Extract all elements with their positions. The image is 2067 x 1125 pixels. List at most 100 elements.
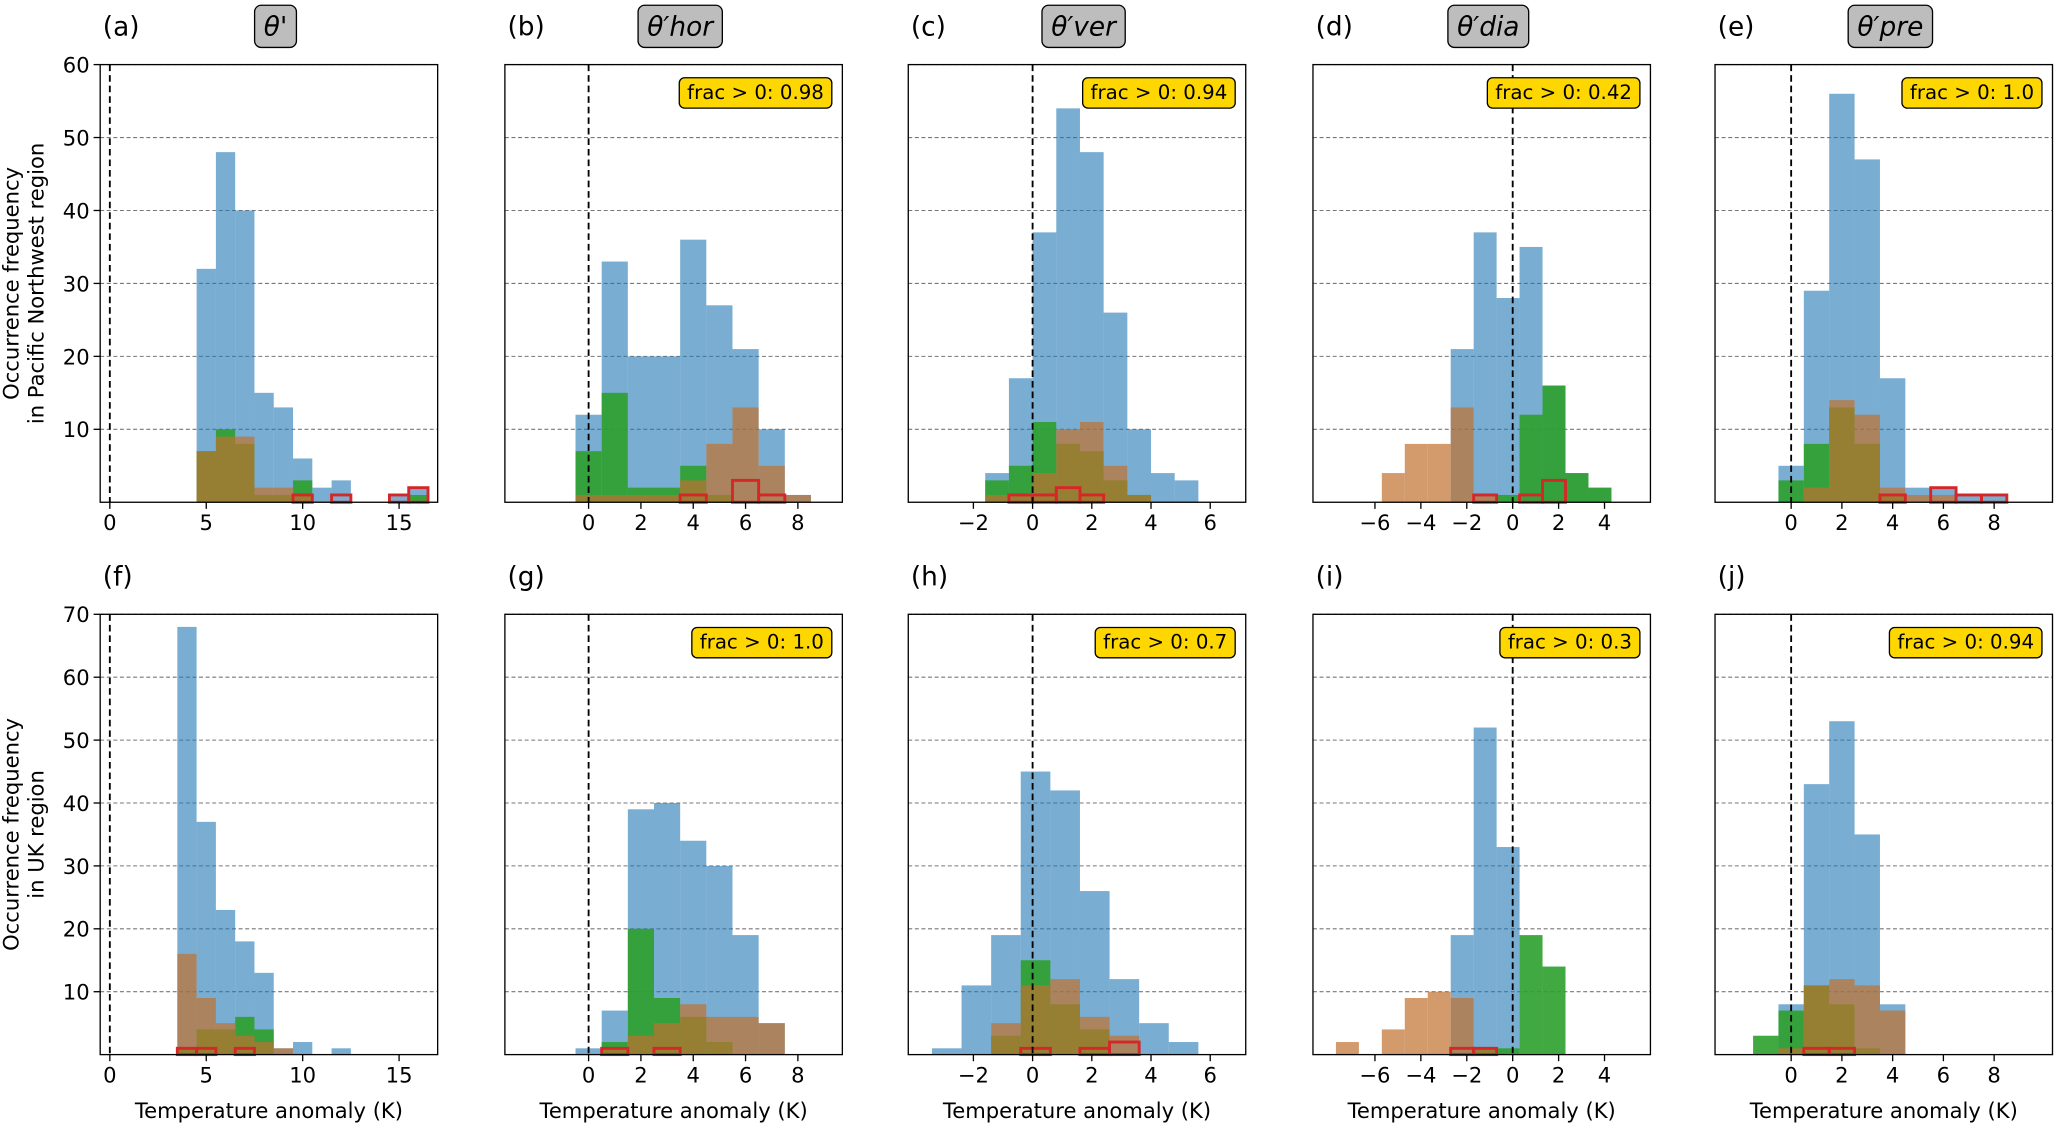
histogram-bar [1854,414,1880,503]
histogram-bar [1473,727,1497,1055]
histogram-bar [1139,1023,1169,1055]
histogram-bar [1056,429,1080,503]
histogram-bar [1565,473,1589,503]
y-tick-label: 10 [63,980,90,1005]
histogram-bar [1473,1048,1497,1055]
histogram-bar [1879,378,1906,503]
histogram-bar [1473,494,1497,503]
x-tick-label: 5 [200,1062,213,1087]
x-tick-label: 6 [1937,510,1950,535]
histogram-bar [254,487,274,503]
panel: −2 0 2 4 6 Temperature anomaly (K) (h) frac > 0… [907,562,1247,1123]
x-tick-label: 10 [289,1062,316,1087]
histogram-bar [627,928,655,1055]
histogram-bar [931,1048,962,1055]
x-tick-label: 0 [1784,1062,1797,1087]
annotation-box [1081,77,1236,109]
panel-title: (g) [508,562,545,592]
x-tick-label: 10 [289,510,316,535]
histogram-bar [215,436,236,503]
histogram-bar [389,494,409,503]
y-tick-label: 40 [63,198,90,223]
histogram-bar [961,985,992,1055]
axes-frame [1714,63,2054,503]
histogram-bar [1008,465,1033,503]
histogram-bar [991,1023,1021,1055]
y-axis-label: Occurrence frequency [0,167,23,400]
x-tick-label: 15 [386,1062,413,1087]
panel-label: θ′dia [1457,13,1519,43]
panel: 0 2 4 6 8 Temperature anomaly (K) (j) frac > 0:… [1714,562,2054,1123]
x-tick-label: 8 [791,510,804,535]
histogram-bar [1803,985,1830,1055]
panel: 0 5 10 15 10 20 30 40 50 60 Occurrence frequency in… [0,4,439,535]
annotation-box [1094,626,1236,659]
annotation-box [691,626,833,659]
histogram-bar [1588,487,1612,503]
annotation: frac > 0: 0.42 [1495,81,1632,104]
axes-frame [1714,613,2054,1056]
histogram-bar [1109,1035,1140,1055]
histogram-bar [293,1042,313,1055]
y-axis-label: in UK region [24,770,49,899]
x-tick-label: 0 [582,510,595,535]
histogram-bar [331,1048,351,1055]
x-tick-label: 0 [103,1062,116,1087]
histogram-bar [235,1035,255,1055]
histogram-bar [215,909,236,1055]
panel-title: (h) [911,562,948,592]
x-tick-label: 8 [1987,510,2000,535]
histogram-bar [196,821,216,1055]
x-tick-label: 2 [1085,510,1098,535]
histogram-bar [732,1016,759,1055]
panel-title: (b) [508,13,545,43]
axes-frame [907,613,1247,1056]
histogram-bar [758,465,785,503]
x-tick-label: −2 [958,1062,989,1087]
histogram-bar [1854,985,1880,1055]
histogram-bar [254,392,274,503]
y-tick-label: 60 [63,665,90,690]
histogram-bar [1404,997,1428,1055]
panel-label: θ' [264,13,287,43]
histogram-bar [273,407,294,503]
histogram-bar [312,487,332,503]
x-tick-label: 6 [1204,1062,1217,1087]
annotation-box [1888,626,2043,659]
histogram-bar [1496,494,1520,503]
x-tick-label: 0 [1506,510,1519,535]
x-tick-label: 2 [1085,1062,1098,1087]
histogram-bar [680,239,707,503]
annotation-box [1486,77,1641,109]
histogram-bar [1879,1010,1906,1055]
x-tick-label: 2 [1835,510,1848,535]
x-tick-label: 0 [1506,1062,1519,1087]
x-tick-label: −6 [1359,1062,1390,1087]
x-tick-label: 8 [1987,1062,2000,1087]
histogram-bar [1803,487,1830,503]
histogram-bar [215,152,236,503]
histogram-bar [273,1048,294,1055]
label-box [1041,4,1126,49]
histogram-bar [1427,443,1451,503]
histogram-bar [1335,1042,1359,1055]
x-tick-label: 4 [1144,1062,1157,1087]
histogram-bar [196,268,216,503]
panel-title: (f) [103,562,133,592]
x-tick-label: 15 [386,510,413,535]
histogram-bar [1032,473,1057,503]
y-tick-label: 10 [63,417,90,442]
x-tick-label: 6 [1937,1062,1950,1087]
histogram-bar [1168,1042,1199,1055]
histogram-bar [784,494,811,503]
histogram-bar [1542,385,1566,503]
histogram-bar [1930,494,1957,503]
histogram-bar [1079,422,1104,503]
histogram-bar [1496,1048,1520,1055]
x-tick-label: 0 [582,1062,595,1087]
histogram-bar [1103,465,1128,503]
x-tick-label: 6 [739,510,752,535]
histogram-bar [215,1023,236,1055]
